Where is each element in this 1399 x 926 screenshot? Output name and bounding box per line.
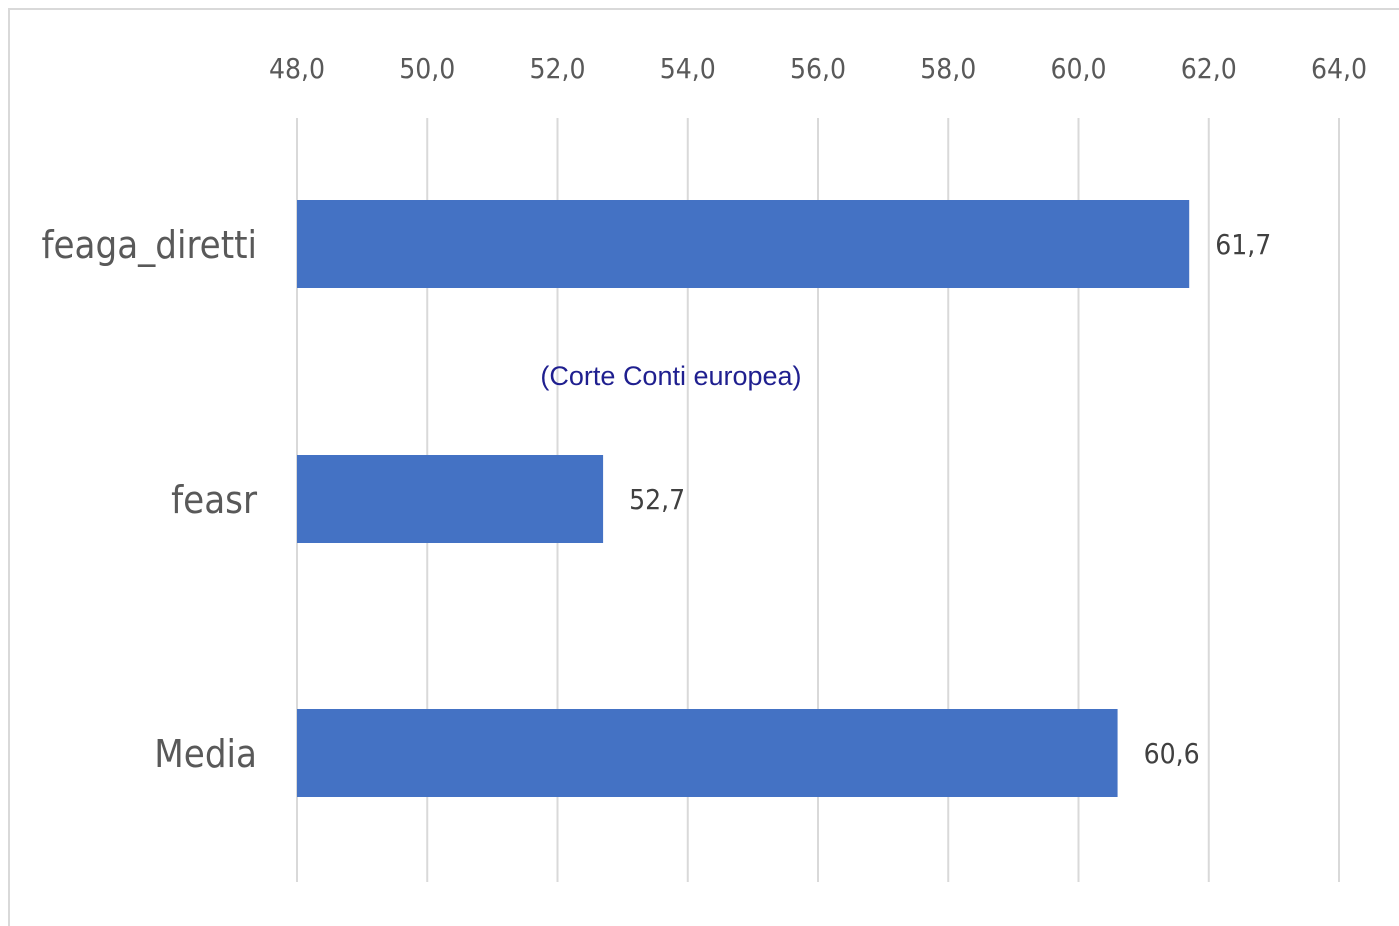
x-tick-label: 64,0 (1311, 52, 1367, 85)
bar (297, 455, 604, 543)
x-tick-label: 62,0 (1181, 52, 1237, 85)
x-tick-label: 48,0 (269, 52, 325, 85)
x-tick-label: 56,0 (790, 52, 846, 85)
bar (297, 709, 1118, 797)
category-label: Media (154, 732, 257, 776)
x-tick-label: 50,0 (399, 52, 455, 85)
category-label: feasr (171, 478, 258, 522)
data-label: 52,7 (629, 483, 685, 516)
data-label: 60,6 (1144, 737, 1200, 770)
x-tick-label: 58,0 (920, 52, 976, 85)
x-tick-label: 54,0 (660, 52, 716, 85)
bar (297, 200, 1190, 288)
annotation-text: (Corte Conti europea) (540, 361, 801, 391)
data-label: 61,7 (1215, 228, 1271, 261)
x-tick-label: 60,0 (1050, 52, 1106, 85)
category-label: feaga_diretti (41, 223, 257, 267)
x-tick-label: 52,0 (529, 52, 585, 85)
